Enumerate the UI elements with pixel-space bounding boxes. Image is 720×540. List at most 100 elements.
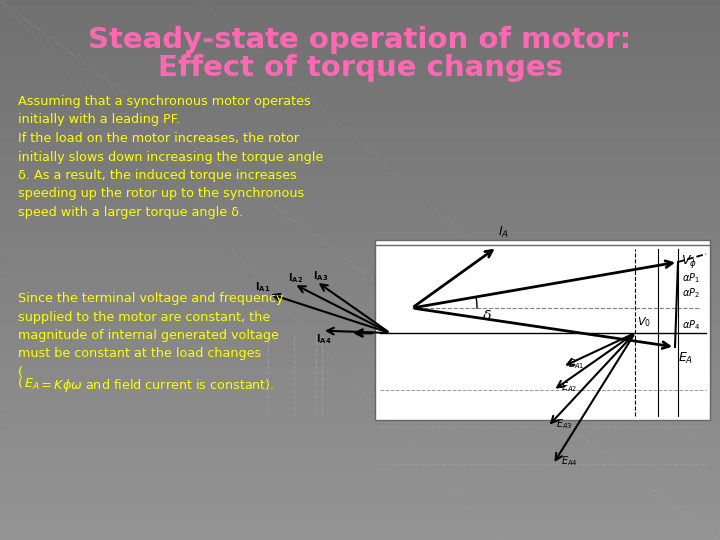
Bar <box>0 445 720 446</box>
Bar <box>0 348 720 349</box>
Bar <box>0 62 720 63</box>
Bar <box>0 482 720 483</box>
Bar <box>0 246 720 247</box>
Bar <box>0 444 720 445</box>
Bar <box>0 288 720 289</box>
Bar <box>0 285 720 286</box>
Bar <box>0 48 720 49</box>
Bar <box>0 363 720 364</box>
Bar <box>0 112 720 113</box>
Bar <box>0 393 720 394</box>
Bar <box>0 207 720 208</box>
Bar <box>0 260 720 261</box>
Bar <box>0 462 720 463</box>
Bar <box>0 91 720 92</box>
Bar <box>0 232 720 233</box>
Bar <box>0 8 720 9</box>
Bar <box>0 275 720 276</box>
Bar <box>0 519 720 520</box>
Bar <box>0 253 720 254</box>
Bar <box>0 33 720 34</box>
Bar <box>0 106 720 107</box>
Bar <box>0 269 720 270</box>
Bar <box>0 192 720 193</box>
Bar <box>0 103 720 104</box>
Bar <box>0 254 720 255</box>
Bar <box>0 159 720 160</box>
Bar <box>0 270 720 271</box>
Bar <box>0 184 720 185</box>
Bar <box>0 11 720 12</box>
Bar <box>0 25 720 26</box>
Bar <box>0 203 720 204</box>
Bar <box>0 227 720 228</box>
Bar <box>0 32 720 33</box>
Bar <box>0 255 720 256</box>
Bar <box>0 349 720 350</box>
Bar <box>0 134 720 135</box>
Bar <box>0 428 720 429</box>
Bar <box>0 518 720 519</box>
Bar <box>0 68 720 69</box>
Bar <box>0 153 720 154</box>
Bar <box>0 63 720 64</box>
Bar <box>0 495 720 496</box>
Bar <box>0 263 720 264</box>
Bar <box>0 434 720 435</box>
Bar <box>0 532 720 533</box>
Bar <box>0 327 720 328</box>
Bar <box>0 60 720 61</box>
Bar <box>0 284 720 285</box>
Bar <box>0 466 720 467</box>
Bar <box>0 332 720 333</box>
Bar <box>0 84 720 85</box>
Bar <box>0 341 720 342</box>
Bar <box>0 239 720 240</box>
Bar <box>0 141 720 142</box>
Bar <box>0 59 720 60</box>
Bar <box>0 277 720 278</box>
Bar <box>0 1 720 2</box>
Bar <box>0 539 720 540</box>
Bar <box>0 36 720 37</box>
Bar <box>0 386 720 387</box>
Bar <box>0 367 720 368</box>
Bar <box>0 296 720 297</box>
Bar <box>0 452 720 453</box>
Bar <box>0 55 720 56</box>
Bar <box>0 442 720 443</box>
Bar <box>0 292 720 293</box>
Bar <box>0 480 720 481</box>
Bar <box>0 4 720 5</box>
Bar <box>0 85 720 86</box>
Bar <box>0 215 720 216</box>
Bar <box>0 208 720 209</box>
Bar <box>0 388 720 389</box>
Bar <box>0 515 720 516</box>
Bar <box>0 250 720 251</box>
Bar <box>0 408 720 409</box>
Bar <box>0 148 720 149</box>
Bar <box>0 65 720 66</box>
Bar <box>0 473 720 474</box>
Bar <box>0 187 720 188</box>
Bar <box>0 204 720 205</box>
Bar <box>0 378 720 379</box>
Bar <box>0 122 720 123</box>
Bar <box>0 61 720 62</box>
Text: $\mathbf{I_{A1}}$: $\mathbf{I_{A1}}$ <box>255 281 270 294</box>
Bar <box>0 230 720 231</box>
Bar <box>0 471 720 472</box>
Bar <box>0 481 720 482</box>
Bar <box>0 185 720 186</box>
Bar <box>0 132 720 133</box>
Bar <box>0 3 720 4</box>
Bar <box>0 88 720 89</box>
Bar <box>0 98 720 99</box>
Bar <box>0 310 720 311</box>
Bar <box>0 491 720 492</box>
Bar <box>0 511 720 512</box>
Bar <box>0 121 720 122</box>
Bar <box>0 172 720 173</box>
Bar <box>0 472 720 473</box>
